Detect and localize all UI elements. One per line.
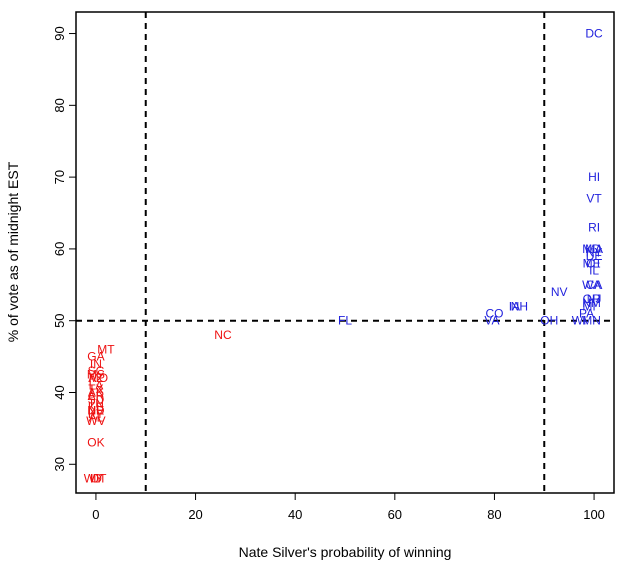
x-tick-label: 60 bbox=[388, 507, 402, 522]
x-axis: 0 20 40 60 80 100 bbox=[92, 492, 605, 522]
state-point-ct: CT bbox=[586, 256, 603, 270]
y-tick-label: 80 bbox=[52, 98, 67, 112]
state-point-or: OR bbox=[583, 292, 601, 306]
state-point-ms: MS bbox=[87, 368, 105, 382]
state-point-la: LA bbox=[89, 378, 104, 392]
reference-lines bbox=[76, 12, 614, 493]
y-tick-label: 90 bbox=[52, 26, 67, 40]
y-tick-label: 70 bbox=[52, 170, 67, 184]
state-point-de: DE bbox=[586, 249, 603, 263]
state-point-wv: WV bbox=[86, 414, 105, 428]
state-point-ky: KY bbox=[88, 407, 104, 421]
state-point-tn: TN bbox=[88, 396, 104, 410]
state-point-nc: NC bbox=[214, 328, 232, 342]
x-tick-label: 0 bbox=[92, 507, 99, 522]
state-point-ok: OK bbox=[87, 436, 104, 450]
y-tick-label: 30 bbox=[52, 457, 67, 471]
state-point-wi: WI bbox=[572, 314, 587, 328]
state-point-az: AZ bbox=[88, 371, 103, 385]
state-point-ma: MA bbox=[585, 242, 603, 256]
state-point-co: CO bbox=[485, 307, 503, 321]
x-tick-label: 20 bbox=[188, 507, 202, 522]
x-tick-label: 80 bbox=[487, 507, 501, 522]
state-point-nh: NH bbox=[511, 299, 528, 313]
state-point-sc: SC bbox=[88, 364, 105, 378]
state-point-vt: VT bbox=[586, 192, 602, 206]
state-point-ar: AR bbox=[88, 389, 105, 403]
state-point-oh: OH bbox=[540, 314, 558, 328]
plot-frame bbox=[75, 11, 615, 494]
state-point-ne: NE bbox=[88, 403, 105, 417]
state-point-tx: TX bbox=[88, 382, 103, 396]
x-tick-label: 40 bbox=[288, 507, 302, 522]
state-point-me: ME bbox=[583, 256, 601, 270]
y-axis: 30 40 50 60 70 80 90 bbox=[52, 26, 77, 472]
state-point-nj: NJ bbox=[587, 292, 602, 306]
y-tick-label: 40 bbox=[52, 385, 67, 399]
y-tick-label: 50 bbox=[52, 313, 67, 327]
y-axis-title: % of vote as of midnight EST bbox=[5, 161, 21, 342]
state-point-mi: MI bbox=[582, 299, 595, 313]
state-point-pa: PA bbox=[579, 307, 594, 321]
state-point-hi: HI bbox=[588, 170, 600, 184]
state-point-ut: UT bbox=[90, 472, 107, 486]
state-point-mn: MN bbox=[582, 314, 601, 328]
state-point-ia: IA bbox=[509, 299, 520, 313]
state-point-mt: MT bbox=[97, 342, 115, 356]
x-axis-title: Nate Silver's probability of winning bbox=[239, 544, 452, 560]
state-point-nd: ND bbox=[87, 403, 105, 417]
state-point-ca: CA bbox=[586, 278, 603, 292]
state-point-md: MD bbox=[582, 242, 601, 256]
state-point-ak: AK bbox=[88, 385, 104, 399]
state-point-nv: NV bbox=[551, 285, 568, 299]
x-tick-label: 100 bbox=[583, 507, 605, 522]
state-point-ri: RI bbox=[588, 220, 600, 234]
state-point-mo: MO bbox=[89, 371, 108, 385]
state-point-dc: DC bbox=[585, 27, 603, 41]
state-point-fl: FL bbox=[338, 314, 352, 328]
state-point-sd: SD bbox=[88, 393, 105, 407]
state-point-va: VA bbox=[484, 314, 499, 328]
data-points: DC HI VT RI MDMANYDEMECTILWACAORNMMINJPAWIMN… bbox=[84, 27, 603, 486]
state-point-il: IL bbox=[589, 263, 599, 277]
state-point-wy: WY bbox=[84, 472, 103, 486]
state-point-ks: KS bbox=[88, 400, 104, 414]
state-point-al: AL bbox=[89, 411, 104, 425]
state-point-in: IN bbox=[90, 357, 102, 371]
y-tick-label: 60 bbox=[52, 242, 67, 256]
state-point-wa: WA bbox=[582, 278, 601, 292]
state-point-ny: NY bbox=[586, 246, 603, 260]
state-point-nm: NM bbox=[582, 296, 601, 310]
state-point-ga: GA bbox=[87, 350, 104, 364]
state-point-id: ID bbox=[90, 472, 102, 486]
